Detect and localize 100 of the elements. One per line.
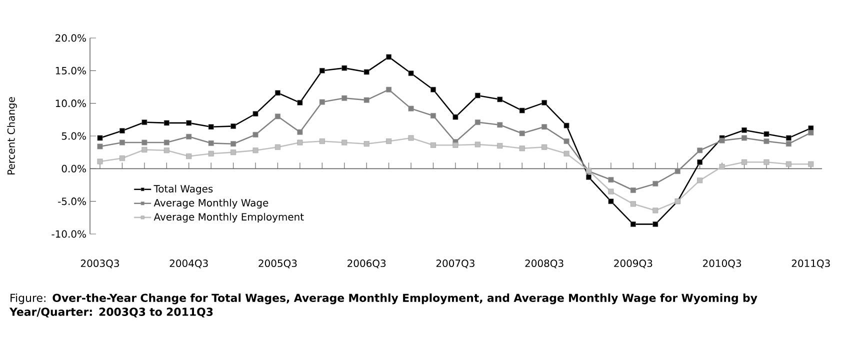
point [274,90,280,96]
legend-label: Total Wages [154,184,213,194]
y-tick-label: 0.0% [62,164,86,172]
point [364,69,370,75]
point [764,138,770,144]
point [186,134,192,140]
point [764,131,770,137]
x-tick-label: 2003Q3 [80,260,119,268]
x-tick-label: 2006Q3 [348,260,386,268]
point [652,208,658,214]
point [386,54,392,60]
point [342,95,348,101]
point [364,141,370,147]
point [252,132,258,138]
point [674,168,680,174]
point [319,99,325,105]
point [564,122,570,128]
point [564,138,570,144]
point [542,144,548,150]
point [230,141,236,147]
point [186,154,192,159]
point [608,198,614,204]
point [808,130,814,136]
point [252,111,258,117]
point [519,146,525,152]
point [119,155,125,161]
point [408,106,414,112]
point [230,150,236,156]
y-axis-title: Percent Change [7,97,17,174]
point [142,146,148,152]
point [430,142,436,148]
point [119,140,125,146]
y-tick-label: 5.0% [62,132,86,140]
point [208,150,214,156]
point [386,86,392,92]
point [742,135,747,141]
point [342,140,348,146]
point [430,86,436,92]
point [786,161,792,167]
point [786,141,792,147]
y-tick-label: 20.0% [56,34,86,42]
point [719,138,725,144]
point [542,124,548,130]
x-tick-label: 2011Q3 [792,260,830,268]
point [808,161,814,167]
point [186,120,192,126]
point [97,158,103,164]
point [274,114,280,120]
y-tick-label: 10.0% [56,100,86,108]
x-tick-label: 2008Q3 [525,260,564,268]
point [497,96,503,102]
point [119,128,125,134]
point [408,70,414,76]
point [652,221,658,227]
point [497,122,503,128]
x-tick-label: 2005Q3 [258,260,297,268]
point [452,142,458,148]
point [519,108,525,114]
point [474,142,480,148]
point [297,100,303,106]
point [164,140,170,146]
point [697,148,703,154]
point [97,135,103,141]
point [652,180,658,186]
point [719,164,725,170]
point [319,68,325,74]
point [542,100,548,106]
point [564,150,570,156]
point [630,187,636,193]
point [230,123,236,129]
x-tick-label: 2007Q3 [436,260,474,268]
point [742,159,747,165]
point [164,148,170,154]
point [608,188,614,194]
x-tick-label: 2009Q3 [614,260,652,268]
point [319,138,325,144]
point [697,159,703,165]
point [297,129,303,135]
point [164,120,170,126]
point [786,135,792,141]
point [142,140,148,146]
x-tick-label: 2010Q3 [703,260,742,268]
point [630,221,636,227]
point [252,148,258,154]
x-tick-label: 2004Q3 [170,260,208,268]
legend-label: Average Monthly Employment [154,212,304,223]
point [497,143,503,149]
y-tick-label: 15.0% [56,66,86,74]
point [742,127,747,133]
point [208,124,214,130]
point [697,178,703,184]
point [430,113,436,118]
point [142,120,148,126]
text: Figure: Over-the-Year Change for Total Wages, Average Monthly Employment, and Average Monthly Wage for Wyoming by Year/Quarter: 2003Q3 to 2011Q3 [9,294,758,318]
legend-label: Average Monthly Wage [154,198,268,209]
point [297,140,303,146]
point [97,144,103,150]
point [608,177,614,183]
point [474,92,480,98]
point [519,130,525,136]
